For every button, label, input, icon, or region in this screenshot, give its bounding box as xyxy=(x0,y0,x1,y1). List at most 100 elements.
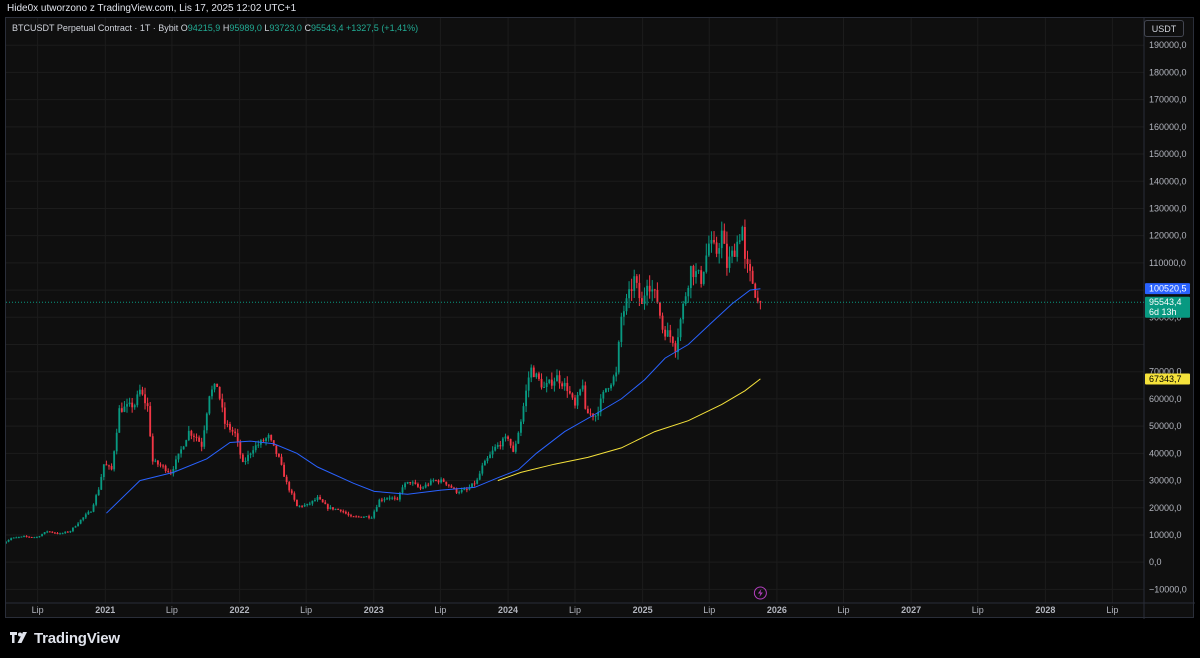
x-tick-label: Lip xyxy=(972,605,984,615)
candle-body xyxy=(558,375,561,384)
candle-body xyxy=(43,532,46,535)
candle-body xyxy=(442,479,445,482)
candle-body xyxy=(398,492,401,500)
candle-body xyxy=(445,481,448,485)
candle-body xyxy=(200,441,203,447)
candle-body xyxy=(370,517,373,519)
candle-body xyxy=(15,537,18,539)
x-tick-label: 2021 xyxy=(95,605,115,615)
candle-body xyxy=(581,385,584,390)
candle-body xyxy=(133,405,136,408)
candle-body xyxy=(10,538,13,540)
candle-body xyxy=(514,443,517,452)
x-tick-label: 2027 xyxy=(901,605,921,615)
candle-body xyxy=(550,379,553,386)
candle-body xyxy=(100,477,103,490)
y-tick-label: 60000,0 xyxy=(1149,394,1182,404)
candle-body xyxy=(293,493,296,500)
last-price-tag xyxy=(1145,296,1190,318)
close-value: 95543,4 xyxy=(310,23,344,33)
candle-body xyxy=(388,497,391,499)
candle-body xyxy=(465,489,468,491)
candle-body xyxy=(270,435,273,441)
y-tick-label: 110000,0 xyxy=(1149,258,1186,268)
candle-body xyxy=(435,480,437,482)
candle-body xyxy=(561,383,564,387)
x-tick-label: Lip xyxy=(569,605,581,615)
currency-button[interactable]: USDT xyxy=(1144,20,1184,37)
candle-body xyxy=(211,389,213,397)
candle-body xyxy=(473,483,476,485)
candle-body xyxy=(643,295,646,304)
candle-body xyxy=(208,396,211,414)
candle-body xyxy=(190,430,193,436)
candle-body xyxy=(411,482,414,484)
candle-body xyxy=(7,539,10,542)
candle-body xyxy=(695,271,697,278)
moving-average-yellow xyxy=(497,378,761,482)
candle-body xyxy=(622,311,625,317)
candle-body xyxy=(311,500,314,504)
candle-body xyxy=(499,444,502,447)
candle-body xyxy=(543,386,546,388)
candle-body xyxy=(548,379,551,384)
candle-body xyxy=(404,483,406,488)
candle-body xyxy=(447,484,450,486)
candle-body xyxy=(450,485,453,488)
candle-body xyxy=(406,481,409,484)
candle-body xyxy=(368,516,370,518)
x-tick-label: 2028 xyxy=(1035,605,1055,615)
candle-body xyxy=(66,531,69,533)
candle-body xyxy=(301,505,304,507)
candle-body xyxy=(347,513,350,516)
candle-body xyxy=(213,383,216,390)
candle-body xyxy=(216,383,219,387)
high-label: H xyxy=(222,23,230,33)
candle-body xyxy=(172,468,175,474)
x-tick-label: 2023 xyxy=(364,605,384,615)
candle-body xyxy=(586,408,589,414)
candle-body xyxy=(59,533,61,535)
candle-body xyxy=(525,390,528,407)
candle-body xyxy=(355,516,358,518)
candle-body xyxy=(437,480,440,483)
candle-body xyxy=(128,402,131,405)
y-tick-label: 50000,0 xyxy=(1149,421,1182,431)
y-tick-label: 190000,0 xyxy=(1149,40,1187,50)
chart-frame[interactable]: 190000,0 180000,0 170000,0 160000,0 150000,0… xyxy=(5,17,1195,619)
candle-body xyxy=(393,497,396,499)
candle-body xyxy=(265,438,267,442)
candle-body xyxy=(468,487,471,490)
candle-body xyxy=(610,384,612,389)
candle-body xyxy=(30,536,33,538)
y-tick-label: 0,0 xyxy=(1149,557,1162,567)
candle-body xyxy=(607,388,610,390)
candle-body xyxy=(568,391,571,394)
candle-body xyxy=(326,504,329,509)
candle-body xyxy=(715,242,718,254)
candle-body xyxy=(625,298,628,312)
candle-body xyxy=(535,373,538,378)
symbol-name[interactable]: BTCUSDT Perpetual Contract · 1T · Bybit xyxy=(12,23,179,33)
candle-body xyxy=(365,516,368,518)
candle-body xyxy=(231,429,234,432)
x-tick-label: Lip xyxy=(703,605,715,615)
x-tick-label: Lip xyxy=(166,605,178,615)
brand[interactable]: TradingView xyxy=(9,630,120,647)
candle-body xyxy=(646,285,649,296)
candle-body xyxy=(427,484,430,486)
candle-body xyxy=(713,239,715,243)
candle-body xyxy=(633,276,636,291)
candle-body xyxy=(744,227,746,259)
candle-body xyxy=(728,256,731,268)
y-tick-label: 70000,0 xyxy=(1149,367,1182,377)
candle-body xyxy=(221,398,224,408)
candle-body xyxy=(61,533,64,535)
candle-body xyxy=(705,255,708,272)
y-tick-label: 20000,0 xyxy=(1149,503,1182,513)
candle-body xyxy=(167,470,170,472)
candle-body xyxy=(736,241,739,257)
candle-body xyxy=(689,266,692,288)
candle-body xyxy=(599,398,602,413)
chart-canvas[interactable]: 190000,0 180000,0 170000,0 160000,0 150000,0… xyxy=(6,18,1195,619)
